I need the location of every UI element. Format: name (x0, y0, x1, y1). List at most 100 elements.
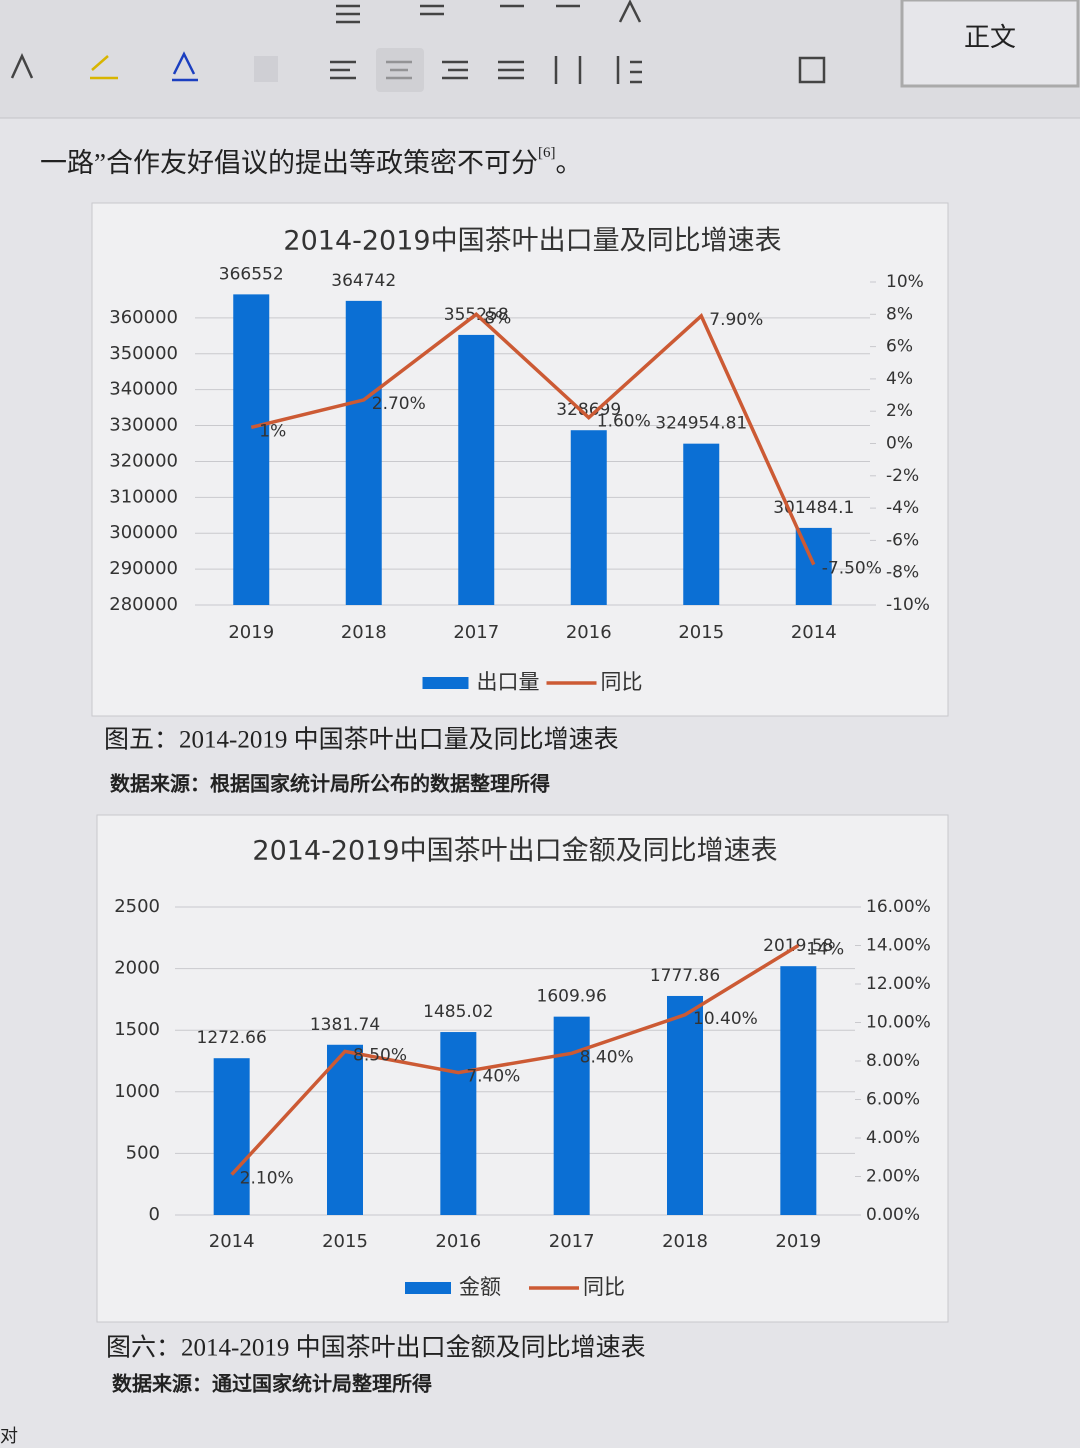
icon (172, 51, 198, 82)
y-tick-label: 280000 (109, 594, 178, 615)
line (230, 944, 800, 1176)
line-label: 10.40% (693, 1009, 758, 1029)
x-tick-label: 2019 (228, 622, 274, 643)
y2-tick-label: 0.00% (866, 1205, 920, 1225)
y2-tick-label: 2.00% (866, 1167, 920, 1187)
x-tick-label: 2018 (341, 622, 387, 643)
style-name[interactable]: 正文 (964, 23, 1016, 52)
y-tick-label: 1500 (114, 1019, 160, 1040)
x-tick-label: 2017 (549, 1231, 595, 1252)
body-text: 一路”合作友好倡议的提出等政策密不可分 (40, 148, 538, 178)
bar (683, 443, 720, 605)
chart-title: 2014-2019中国茶叶出口金额及同比增速表 (252, 836, 777, 867)
icon (554, 56, 642, 84)
bar (440, 1032, 477, 1215)
y2-tick-label: -10% (886, 595, 930, 615)
corner-text: 对 (0, 1426, 18, 1446)
x-tick-label: 2015 (678, 622, 724, 643)
legend-label: 出口量 (477, 670, 540, 694)
line-label: 8% (484, 308, 511, 328)
y2-tick-label: 6% (886, 337, 913, 357)
selected-align[interactable] (376, 48, 424, 92)
style-box[interactable] (900, 0, 1080, 88)
bar (667, 995, 703, 1215)
y2-tick-label: 10.00% (866, 1013, 931, 1033)
y-tick-label: 2500 (114, 896, 160, 917)
y2-tick-label: 12.00% (866, 974, 931, 994)
icon (798, 56, 826, 84)
y2-tick-label: 2% (886, 401, 913, 421)
x-tick-label: 2016 (435, 1231, 481, 1252)
y2-tick-label: -4% (886, 498, 919, 518)
legend-label: 同比 (601, 670, 643, 694)
y2-tick-label: 4% (886, 369, 913, 389)
y-tick-label: 500 (126, 1142, 160, 1163)
x-tick-label: 2018 (662, 1231, 708, 1252)
y-tick-label: 310000 (109, 486, 178, 507)
line (250, 312, 816, 566)
source-note: 数据来源：根据国家统计局所公布的数据整理所得 (110, 772, 550, 796)
icon (336, 0, 642, 24)
bar-label: 1485.02 (423, 1002, 493, 1022)
icon (90, 55, 118, 80)
bar (213, 1058, 250, 1215)
bar-label: 1609.96 (537, 987, 607, 1007)
chart-title: 2014-2019中国茶叶出口量及同比增速表 (283, 226, 781, 257)
ribbon (0, 0, 1080, 118)
legend-label: 金额 (459, 1275, 501, 1299)
icon (254, 56, 278, 82)
x-tick-label: 2014 (209, 1231, 255, 1252)
line-label: 2.10% (240, 1169, 294, 1189)
bar-label: 324954.81 (655, 414, 747, 434)
y2-tick-label: 4.00% (866, 1128, 920, 1148)
y2-tick-label: 0% (886, 434, 913, 454)
y-tick-label: 330000 (109, 415, 178, 436)
y2-tick-label: 14.00% (866, 936, 931, 956)
source-note: 数据来源：通过国家统计局整理所得 (112, 1372, 432, 1396)
y-tick-label: 300000 (109, 522, 178, 543)
y2-tick-label: 16.00% (866, 897, 931, 917)
body-text: 。 (555, 148, 582, 178)
line-label: 1.60% (597, 412, 651, 432)
legend-label: 同比 (583, 1275, 625, 1299)
line-label: 8.40% (580, 1047, 634, 1067)
icon (10, 52, 34, 79)
bar-label: 301484.1 (773, 498, 854, 518)
bar (327, 1044, 363, 1215)
y-tick-label: 2000 (114, 958, 160, 979)
y-tick-label: 290000 (109, 558, 178, 579)
line-label: 14% (806, 940, 844, 960)
line-label: 7.40% (466, 1067, 520, 1087)
x-tick-label: 2016 (566, 622, 612, 643)
y2-tick-label: 8.00% (866, 1051, 920, 1071)
bar (458, 334, 495, 605)
bar-label: 364742 (331, 271, 396, 291)
figure-caption: 图五：2014-2019 中国茶叶出口量及同比增速表 (104, 726, 619, 754)
bar-label: 1272.66 (197, 1028, 267, 1048)
y2-tick-label: -8% (886, 563, 919, 583)
y2-tick-label: 10% (886, 272, 924, 292)
legend-swatch (405, 1282, 451, 1294)
figure-caption: 图六：2014-2019 中国茶叶出口金额及同比增速表 (106, 1334, 646, 1362)
y-tick-label: 340000 (109, 379, 178, 400)
y-tick-label: 360000 (109, 307, 178, 328)
bar (233, 294, 270, 605)
y-tick-label: 350000 (109, 343, 178, 364)
line-label: 2.70% (372, 394, 426, 414)
x-tick-label: 2019 (775, 1231, 821, 1252)
bar-label: 366552 (219, 264, 284, 284)
bar-label: 1381.74 (310, 1015, 380, 1035)
y-tick-label: 1000 (114, 1081, 160, 1102)
line-label: -7.50% (822, 559, 882, 579)
x-tick-label: 2017 (453, 622, 499, 643)
x-tick-label: 2015 (322, 1231, 368, 1252)
line-label: 7.90% (709, 310, 763, 330)
line-label: 1% (259, 421, 286, 441)
y2-tick-label: -6% (886, 530, 919, 550)
bar (780, 966, 817, 1215)
bar-label: 1777.86 (650, 966, 720, 986)
y2-tick-label: 6.00% (866, 1090, 920, 1110)
y2-tick-label: -2% (886, 466, 919, 486)
